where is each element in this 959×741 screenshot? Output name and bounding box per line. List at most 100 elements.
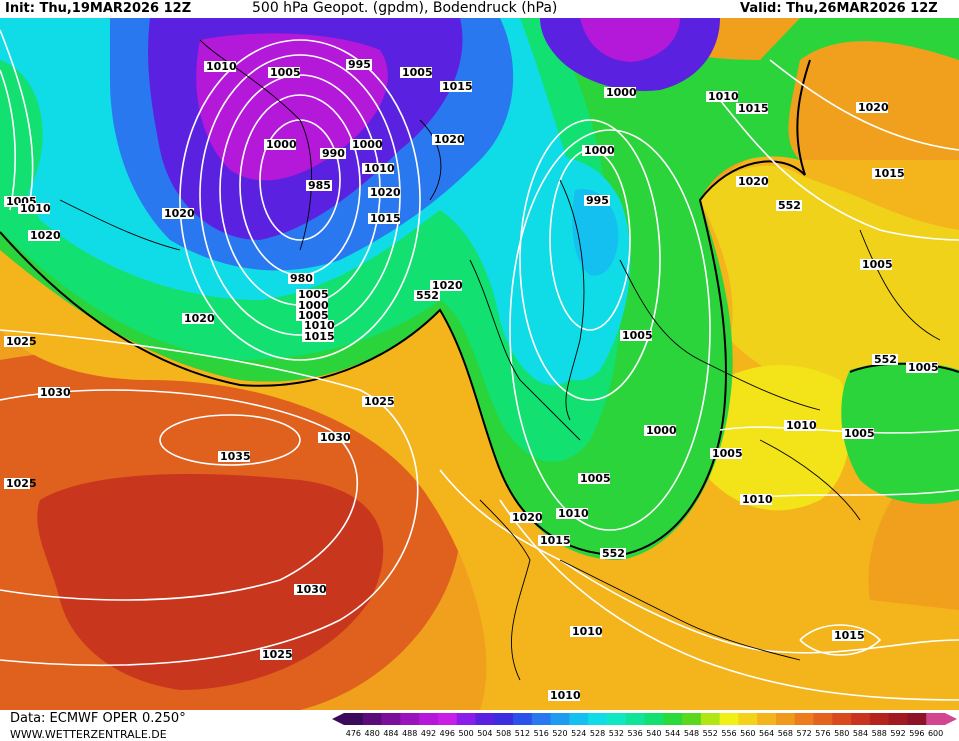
pressure-label: 1020 bbox=[432, 133, 465, 146]
svg-text:1030: 1030 bbox=[40, 386, 71, 399]
svg-text:1015: 1015 bbox=[442, 80, 473, 93]
pressure-label: 552 bbox=[872, 353, 898, 366]
svg-text:1000: 1000 bbox=[646, 424, 677, 437]
scale-swatch bbox=[926, 713, 946, 725]
scale-label: 536 bbox=[627, 729, 642, 738]
svg-text:1005: 1005 bbox=[712, 447, 743, 460]
pressure-label: 995 bbox=[346, 58, 372, 71]
pressure-label: 1025 bbox=[4, 335, 37, 348]
scale-label: 480 bbox=[365, 729, 380, 738]
chart-title: 500 hPa Geopot. (gpdm), Bodendruck (hPa) bbox=[252, 0, 558, 16]
scale-swatch bbox=[869, 713, 890, 725]
pressure-label: 1020 bbox=[182, 312, 215, 325]
pressure-label: 1000 bbox=[582, 144, 615, 157]
scale-label: 564 bbox=[759, 729, 774, 738]
svg-text:1020: 1020 bbox=[432, 279, 463, 292]
svg-text:1010: 1010 bbox=[206, 60, 237, 73]
pressure-label: 1000 bbox=[296, 299, 329, 312]
pressure-label: 1000 bbox=[350, 138, 383, 151]
scale-label: 524 bbox=[571, 729, 586, 738]
pressure-label: 1010 bbox=[706, 90, 739, 103]
field-magenta-ne bbox=[580, 18, 680, 62]
svg-text:1000: 1000 bbox=[298, 299, 329, 312]
scale-swatch bbox=[513, 713, 533, 725]
svg-text:1000: 1000 bbox=[352, 138, 383, 151]
svg-text:1005: 1005 bbox=[622, 329, 653, 342]
svg-text:1000: 1000 bbox=[606, 86, 637, 99]
svg-text:1035: 1035 bbox=[220, 450, 251, 463]
scale-swatch bbox=[625, 713, 645, 725]
scale-label: 484 bbox=[383, 729, 398, 738]
pressure-label: 1025 bbox=[362, 395, 395, 408]
svg-text:1020: 1020 bbox=[858, 101, 889, 114]
scale-swatch bbox=[569, 713, 589, 725]
scale-swatch bbox=[362, 713, 383, 725]
svg-text:1015: 1015 bbox=[874, 167, 905, 180]
website-link[interactable]: WWW.WETTERZENTRALE.DE bbox=[10, 728, 167, 741]
svg-text:1020: 1020 bbox=[738, 175, 769, 188]
pressure-label: 1030 bbox=[318, 431, 351, 444]
pressure-label: 1010 bbox=[302, 319, 335, 332]
scale-label: 576 bbox=[815, 729, 830, 738]
pressure-label: 1010 bbox=[18, 202, 51, 215]
scale-label: 588 bbox=[872, 729, 887, 738]
scale-label: 508 bbox=[496, 729, 511, 738]
svg-text:1010: 1010 bbox=[786, 419, 817, 432]
svg-text:1030: 1030 bbox=[296, 583, 327, 596]
scale-swatch bbox=[663, 713, 683, 725]
scale-swatch bbox=[437, 713, 458, 725]
scale-swatch bbox=[775, 713, 796, 725]
svg-text:1005: 1005 bbox=[844, 427, 875, 440]
svg-text:995: 995 bbox=[348, 58, 371, 71]
scale-label: 544 bbox=[665, 729, 680, 738]
scale-label: 596 bbox=[909, 729, 924, 738]
svg-text:985: 985 bbox=[308, 179, 331, 192]
valid-time: Valid: Thu,26MAR2026 12Z bbox=[740, 1, 938, 16]
pressure-label: 980 bbox=[288, 272, 314, 285]
scale-swatch bbox=[813, 713, 833, 725]
scale-label: 584 bbox=[853, 729, 868, 738]
geopotential-contour-552 bbox=[0, 59, 811, 557]
scale-swatch bbox=[738, 713, 758, 725]
scale-label: 492 bbox=[421, 729, 436, 738]
pressure-label: 1020 bbox=[430, 279, 463, 292]
svg-text:980: 980 bbox=[290, 272, 313, 285]
scale-label: 500 bbox=[458, 729, 473, 738]
scale-label: 476 bbox=[346, 729, 361, 738]
pressure-label: 1030 bbox=[294, 583, 327, 596]
pressure-label: 990 bbox=[320, 147, 346, 160]
scale-label: 580 bbox=[834, 729, 849, 738]
scale-arrow-right bbox=[945, 713, 957, 725]
pressure-label: 552 bbox=[776, 199, 802, 212]
svg-text:1005: 1005 bbox=[908, 361, 939, 374]
svg-text:1020: 1020 bbox=[184, 312, 215, 325]
svg-text:1020: 1020 bbox=[512, 511, 543, 524]
scale-label: 548 bbox=[684, 729, 699, 738]
svg-text:1010: 1010 bbox=[20, 202, 51, 215]
pressure-label: 1005 bbox=[620, 329, 653, 342]
scale-swatch bbox=[700, 713, 721, 725]
svg-text:1020: 1020 bbox=[370, 186, 401, 199]
pressure-label: 1015 bbox=[368, 212, 401, 225]
pressure-label: 1010 bbox=[570, 625, 603, 638]
scale-label: 520 bbox=[552, 729, 567, 738]
scale-label: 592 bbox=[890, 729, 905, 738]
pressure-label: 1000 bbox=[604, 86, 637, 99]
svg-text:1005: 1005 bbox=[402, 66, 433, 79]
pressure-label: 1035 bbox=[218, 450, 251, 463]
pressure-label: 1005 bbox=[296, 288, 329, 301]
pressure-label: 1020 bbox=[28, 229, 61, 242]
scale-label: 488 bbox=[402, 729, 417, 738]
pressure-label: 1005 bbox=[906, 361, 939, 374]
scale-label: 572 bbox=[797, 729, 812, 738]
isobars bbox=[0, 29, 959, 701]
pressure-label: 552 bbox=[600, 547, 626, 560]
scale-swatch bbox=[907, 713, 927, 725]
scale-label: 568 bbox=[778, 729, 793, 738]
svg-text:1005: 1005 bbox=[580, 472, 611, 485]
pressure-label: 1010 bbox=[740, 493, 773, 506]
pressure-label: 1015 bbox=[832, 629, 865, 642]
pressure-label: 995 bbox=[584, 194, 610, 207]
svg-text:552: 552 bbox=[602, 547, 625, 560]
scale-swatch bbox=[888, 713, 908, 725]
